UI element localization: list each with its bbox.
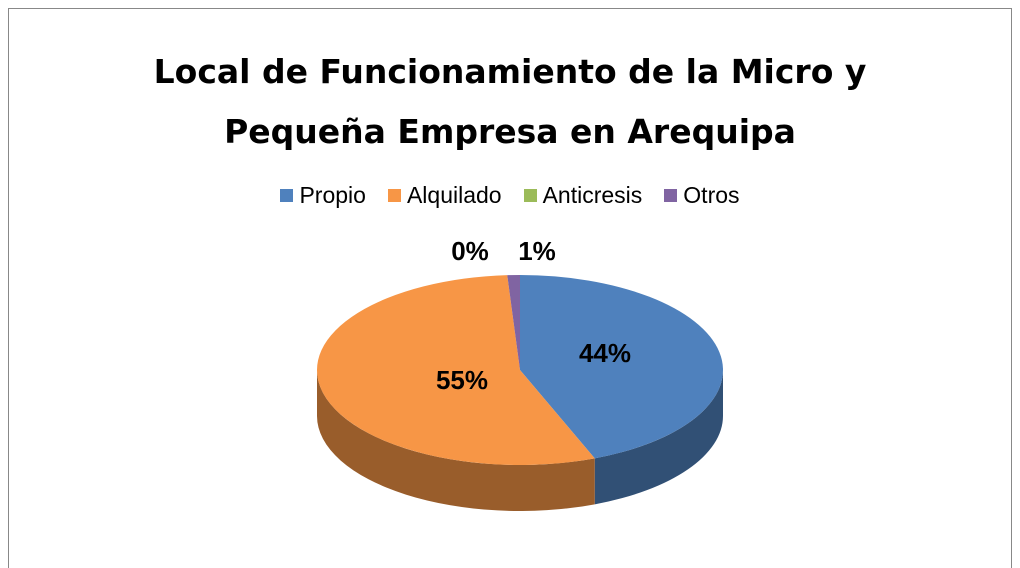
legend-swatch	[280, 189, 294, 202]
data-label: 1%	[518, 236, 556, 266]
legend-swatch	[387, 189, 401, 202]
chart-frame	[8, 8, 1012, 568]
data-label: 0%	[451, 236, 489, 266]
legend-swatch	[664, 189, 678, 202]
pie-slice	[507, 275, 520, 370]
legend: Propio Alquilado Anticresis Otros	[0, 182, 1020, 209]
pie-side	[317, 370, 595, 511]
pie-slice	[316, 275, 595, 466]
pie-sides	[317, 370, 723, 511]
pie-tops	[316, 275, 724, 466]
pie-side	[594, 370, 723, 505]
data-label: 44%	[579, 338, 631, 368]
legend-swatch	[523, 189, 537, 202]
legend-item: Anticresis	[523, 182, 643, 209]
pie-slice	[520, 275, 724, 459]
legend-item: Alquilado	[387, 182, 502, 209]
legend-item: Propio	[280, 182, 366, 209]
chart-title: Local de Funcionamiento de la Micro y Pe…	[153, 52, 867, 151]
legend-label: Otros	[683, 182, 740, 208]
legend-label: Alquilado	[406, 182, 502, 208]
legend-item: Otros	[664, 182, 740, 209]
legend-label: Anticresis	[542, 182, 643, 208]
legend-label: Propio	[299, 182, 366, 208]
data-label: 55%	[436, 365, 488, 395]
